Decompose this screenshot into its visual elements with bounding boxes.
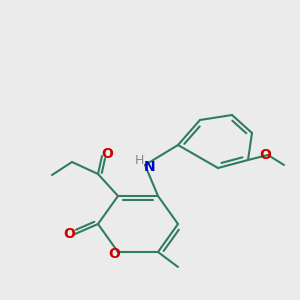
Text: O: O — [259, 148, 271, 162]
Text: O: O — [101, 147, 113, 161]
Text: N: N — [144, 160, 156, 174]
Text: O: O — [108, 247, 120, 261]
Text: H: H — [134, 154, 144, 166]
Text: O: O — [63, 227, 75, 241]
